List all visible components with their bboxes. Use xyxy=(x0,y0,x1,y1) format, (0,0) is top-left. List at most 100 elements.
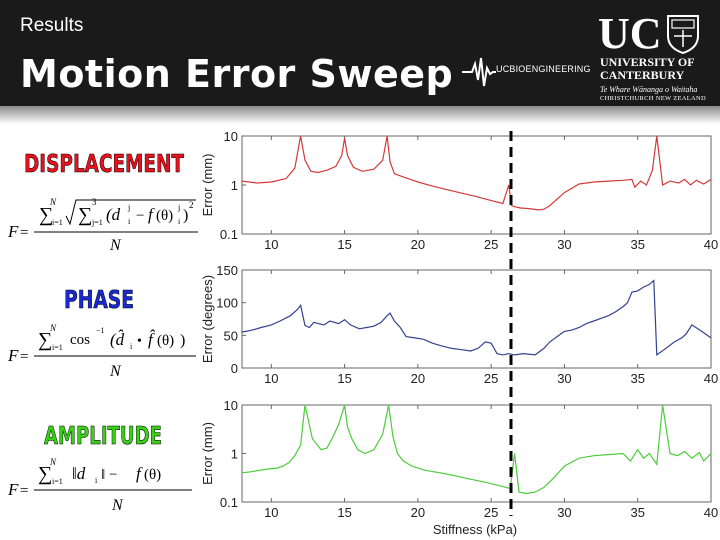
x-tick-label: 10 xyxy=(264,237,278,252)
formula-mid: ‖ − xyxy=(101,467,117,483)
uc-logo-line2: CANTERBURY xyxy=(600,68,685,82)
formula-minus: − xyxy=(136,208,144,224)
y-axis-label: Error (mm) xyxy=(200,422,215,485)
formula-sub: i xyxy=(178,217,181,226)
formula-theta: (θ) xyxy=(157,333,174,349)
plot-area xyxy=(241,269,712,369)
x-tick-label: 30 xyxy=(557,237,571,252)
formula-denominator: N xyxy=(109,237,122,254)
formula-denominator: N xyxy=(111,497,124,514)
crest-icon xyxy=(667,15,699,54)
formula-body-sup: j xyxy=(127,203,130,212)
sum-outer-bottom: i=1 xyxy=(52,218,63,227)
x-tick-label: 20 xyxy=(411,237,425,252)
y-tick-label: 0 xyxy=(231,361,238,376)
svg-text:=: = xyxy=(20,349,28,365)
formula-sup: −1 xyxy=(96,326,105,335)
phase-formula: F = ∑ N i=1 cos −1 (d̂ i • f̂ (θ) ) N xyxy=(7,323,196,380)
sum-bottom: i=1 xyxy=(52,477,63,486)
uc-logo-city: CHRISTCHURCH NEW ZEALAND xyxy=(600,95,707,102)
x-tick-label: 30 xyxy=(557,505,571,520)
y-axis-label: Error (mm) xyxy=(200,154,215,217)
formula-func: cos xyxy=(70,332,90,348)
x-tick-label: 10 xyxy=(264,505,278,520)
formula-dot: • xyxy=(137,334,142,349)
amplitude-label: AMPLITUDE xyxy=(44,421,162,450)
svg-text:=: = xyxy=(20,225,28,241)
formula-theta: (θ) xyxy=(156,208,173,224)
formula-body: ‖d xyxy=(72,464,86,483)
formula-close: ) xyxy=(180,332,185,349)
y-tick-label: 10 xyxy=(224,398,238,413)
x-axis-label: Stiffness (kPa) xyxy=(433,522,517,537)
y-tick-label: 1 xyxy=(231,447,238,462)
formula-sub: i xyxy=(130,342,133,351)
x-tick-label: 40 xyxy=(704,237,718,252)
formula-square: 2 xyxy=(189,200,194,210)
formula-f: f xyxy=(136,464,143,483)
formula-body-sub: i xyxy=(128,217,131,226)
y-tick-label: 150 xyxy=(216,263,238,278)
x-tick-label: 40 xyxy=(704,371,718,386)
x-tick-label: 15 xyxy=(337,237,351,252)
formula-denominator: N xyxy=(109,363,122,380)
x-tick-label: 20 xyxy=(411,505,425,520)
formula-sup: j xyxy=(177,203,180,212)
slide-title: Motion Error Sweep xyxy=(20,52,454,96)
formula-lhs: F xyxy=(7,346,19,365)
y-axis-label: Error (degrees) xyxy=(200,275,215,363)
y-tick-label: 10 xyxy=(224,129,238,144)
series-line-0-0 xyxy=(241,135,712,211)
y-tick-label: 0.1 xyxy=(220,495,238,510)
x-tick-label: 35 xyxy=(630,505,644,520)
uc-logo-maori: Te Whare Wānanga o Waitaha xyxy=(600,85,698,94)
university-logo: UC UNIVERSITY OF CANTERBURY Te Whare Wān… xyxy=(598,12,714,104)
uc-logo-line1: UNIVERSITY OF xyxy=(600,55,695,69)
amplitude-formula: F = ∑ N i=1 ‖d i ‖ − f (θ) N xyxy=(7,457,192,514)
uc-logo-letters: UC xyxy=(598,9,662,58)
sum-inner-top: 3 xyxy=(92,197,97,207)
sum-bottom: i=1 xyxy=(52,343,63,352)
plot-area xyxy=(241,404,712,503)
sum-inner: ∑ xyxy=(78,204,92,226)
sum-outer-top: N xyxy=(49,197,57,207)
formula-fhat: f̂ xyxy=(148,329,156,349)
series-line-1-0 xyxy=(241,279,712,357)
x-tick-label: 10 xyxy=(264,371,278,386)
sum-outer: ∑ xyxy=(39,204,53,226)
displacement-formula: F = ∑ N i=1 ∑ 3 j=1 (d i j − f (θ) i j )… xyxy=(7,197,198,254)
series-line-2-0 xyxy=(241,404,712,495)
x-tick-label: 30 xyxy=(557,371,571,386)
x-tick-label: 20 xyxy=(411,371,425,386)
x-tick-label: 35 xyxy=(630,371,644,386)
svg-text:=: = xyxy=(20,483,28,499)
y-tick-label: 50 xyxy=(224,328,238,343)
header-shadow xyxy=(0,106,720,124)
x-tick-label: 15 xyxy=(337,505,351,520)
x-tick-label: 35 xyxy=(630,237,644,252)
x-tick-label: 15 xyxy=(337,371,351,386)
x-tick-label: 40 xyxy=(704,505,718,520)
y-tick-label: 0.1 xyxy=(220,227,238,242)
formula-theta: (θ) xyxy=(144,467,161,483)
displacement-label: DISPLACEMENT xyxy=(24,149,184,178)
formula-sub: i xyxy=(95,476,98,485)
sum: ∑ xyxy=(38,463,52,485)
formula-lhs: F xyxy=(7,480,19,499)
formula-close: ) xyxy=(183,207,188,224)
phase-label: PHASE xyxy=(64,285,134,314)
dept-logo-icon xyxy=(462,57,496,87)
y-tick-label: 1 xyxy=(231,178,238,193)
header-bar: Results Motion Error Sweep UCBIOENGINEER… xyxy=(0,0,720,106)
x-tick-label: 25 xyxy=(484,505,498,520)
formula-body: (d xyxy=(106,205,121,224)
formula-f: f xyxy=(148,205,155,224)
x-tick-label: 25 xyxy=(484,371,498,386)
chart-panel-1: 10 15 20 25 30 35 40 150 100 50 0 Error (degrees) xyxy=(200,263,718,386)
formula-lhs: F xyxy=(7,222,19,241)
sum-top: N xyxy=(49,457,57,467)
chart-panel-0: 10 15 20 25 30 35 40 10 1 0.1 Error (mm) xyxy=(200,129,718,252)
plot-area xyxy=(241,135,712,235)
x-tick-label: 25 xyxy=(484,237,498,252)
